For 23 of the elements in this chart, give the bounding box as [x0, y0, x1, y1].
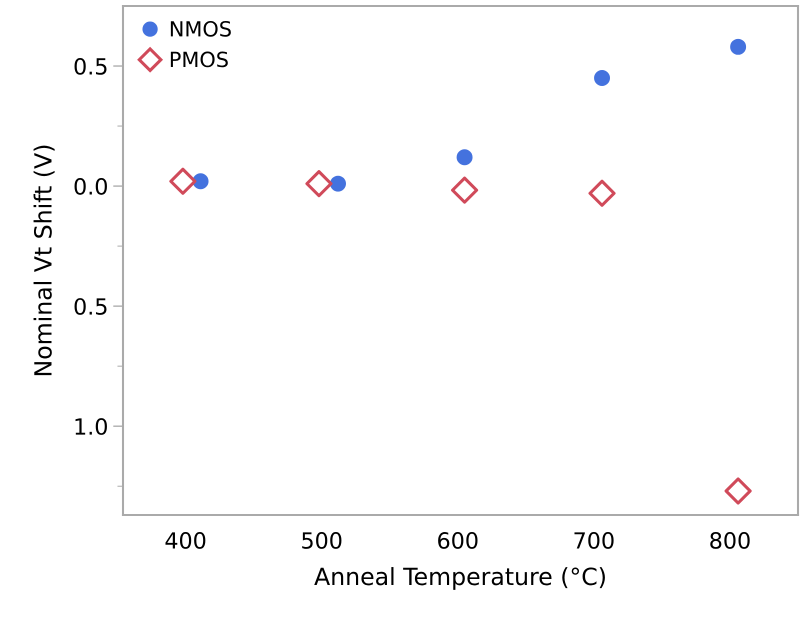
- point: [169, 168, 196, 195]
- x-tick-label: 800: [710, 532, 750, 549]
- y-tick-label: 0.5: [74, 298, 106, 315]
- point: [330, 176, 346, 192]
- point: [724, 477, 752, 505]
- y-tick-label: 1.0: [76, 418, 107, 435]
- point: [451, 176, 478, 204]
- legend-label: NMOS: [170, 20, 231, 37]
- y-axis-title: Nominal Vt Shift (V): [34, 146, 55, 376]
- point: [305, 170, 333, 198]
- point: [730, 38, 746, 55]
- point: [456, 149, 473, 166]
- point: [192, 173, 209, 190]
- x-tick-label: 400: [165, 532, 206, 549]
- x-tick-label: 700: [574, 532, 614, 549]
- x-tick-label: 500: [302, 532, 342, 549]
- point: [594, 70, 610, 86]
- y-tick-label: 0.0: [74, 178, 107, 195]
- legend-label: PMOS: [170, 52, 228, 68]
- x-tick-label: 600: [438, 532, 478, 549]
- x-axis-title: Anneal Temperature (°C): [314, 567, 605, 590]
- point: [588, 180, 616, 207]
- y-tick-label: 0.5: [74, 58, 106, 75]
